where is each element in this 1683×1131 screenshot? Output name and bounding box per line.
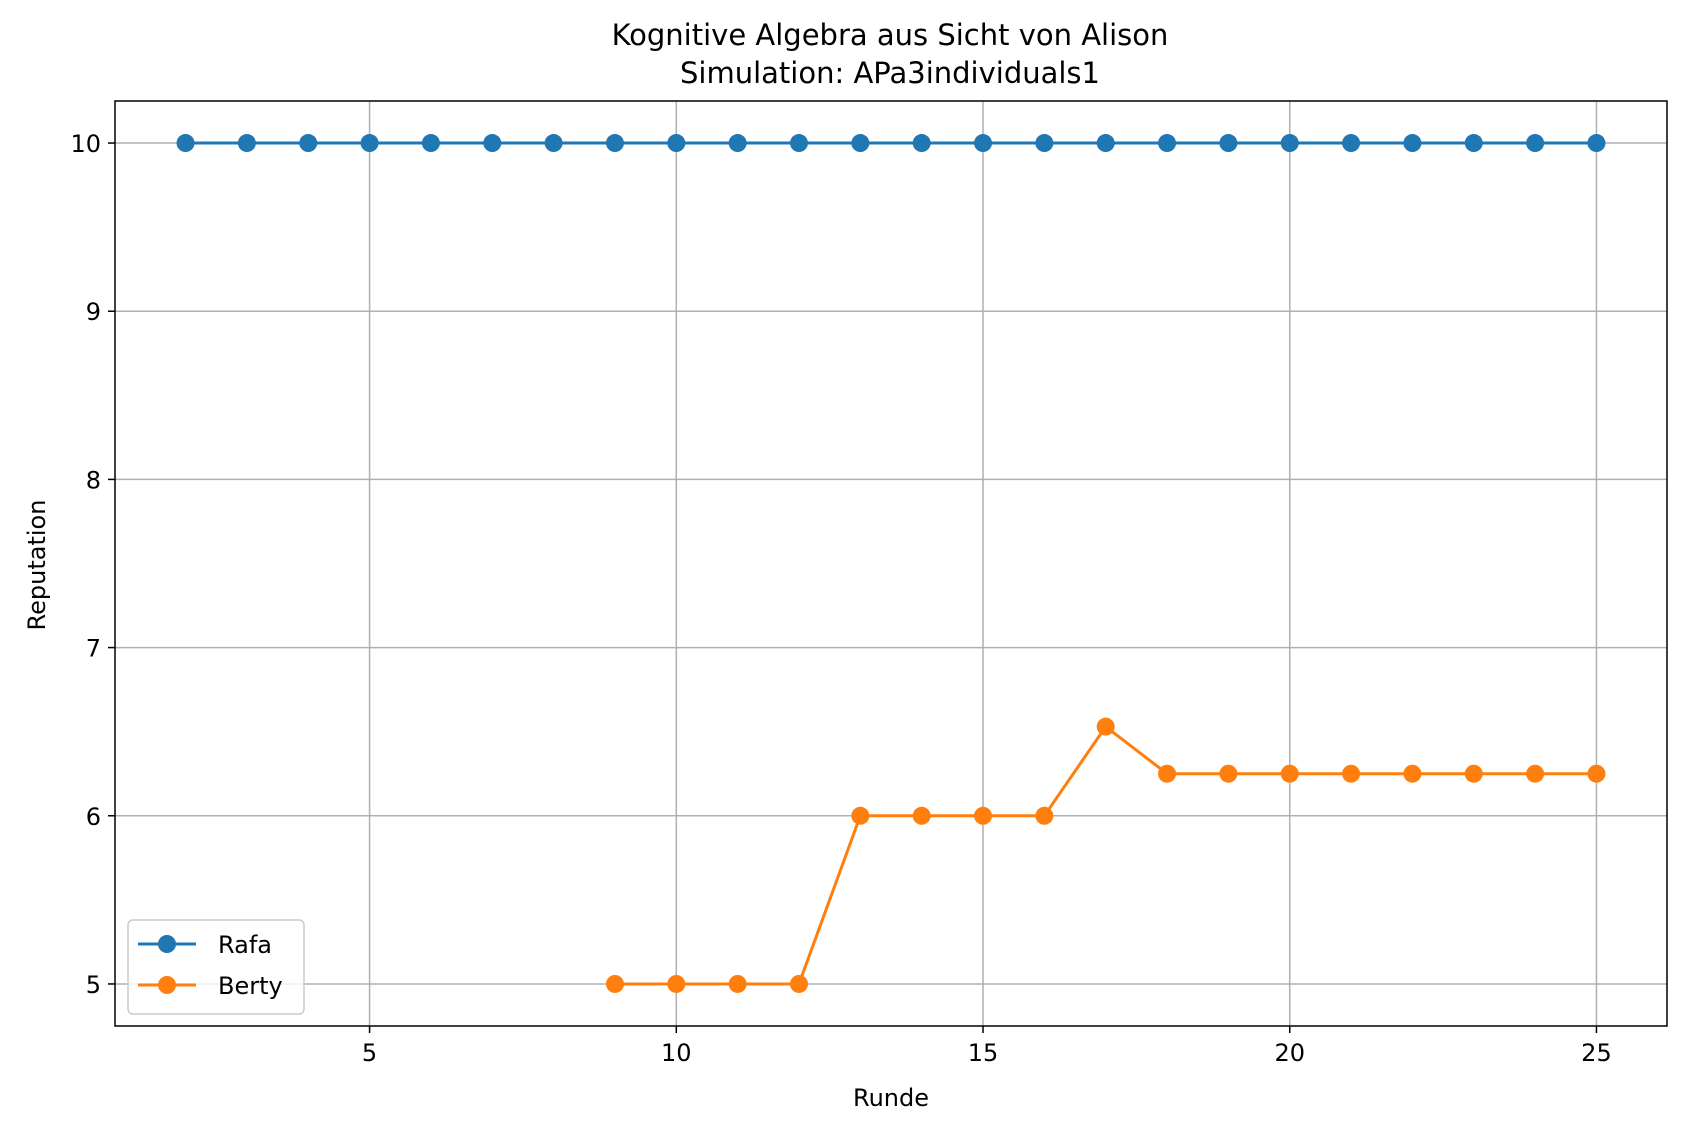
legend-label-rafa: Rafa — [218, 931, 272, 959]
data-point-berty — [605, 974, 624, 993]
y-axis-label: Reputation — [23, 500, 51, 631]
chart-subtitle: Simulation: APa3individuals1 — [680, 56, 1100, 90]
data-point-rafa — [851, 134, 870, 153]
data-point-rafa — [1158, 134, 1177, 153]
data-point-berty — [1280, 764, 1299, 783]
data-point-rafa — [1587, 134, 1606, 153]
x-axis-label: Runde — [853, 1084, 929, 1112]
data-point-berty — [728, 974, 747, 993]
data-point-rafa — [912, 134, 931, 153]
data-point-rafa — [1096, 134, 1115, 153]
data-point-rafa — [789, 134, 808, 153]
data-series — [176, 134, 1606, 993]
data-point-rafa — [1526, 134, 1545, 153]
x-tick-label: 5 — [362, 1039, 377, 1067]
data-point-rafa — [299, 134, 318, 153]
data-point-rafa — [1035, 134, 1054, 153]
data-point-rafa — [974, 134, 993, 153]
data-point-berty — [1096, 717, 1115, 736]
y-tick-label: 7 — [86, 635, 101, 663]
data-point-berty — [851, 806, 870, 825]
legend-label-berty: Berty — [218, 972, 283, 1000]
data-point-berty — [1219, 764, 1238, 783]
legend: Rafa Berty — [127, 919, 305, 1015]
series-berty — [605, 717, 1606, 993]
data-point-berty — [974, 806, 993, 825]
series-rafa — [176, 134, 1606, 153]
x-tick-label: 20 — [1274, 1039, 1305, 1067]
data-point-rafa — [1464, 134, 1483, 153]
data-point-berty — [1158, 764, 1177, 783]
x-tick-label: 25 — [1581, 1039, 1612, 1067]
data-point-berty — [1403, 764, 1422, 783]
data-point-berty — [1526, 764, 1545, 783]
data-point-berty — [789, 974, 808, 993]
data-point-rafa — [360, 134, 379, 153]
data-point-rafa — [421, 134, 440, 153]
data-point-berty — [667, 974, 686, 993]
data-point-berty — [1587, 764, 1606, 783]
data-point-rafa — [605, 134, 624, 153]
y-tick-label: 8 — [86, 466, 101, 494]
data-point-rafa — [1403, 134, 1422, 153]
data-point-berty — [1035, 806, 1054, 825]
data-point-rafa — [1280, 134, 1299, 153]
legend-marker-rafa — [158, 935, 176, 953]
data-point-rafa — [1219, 134, 1238, 153]
axis-ticks: 5 10 15 20 25 5 6 7 8 9 10 — [70, 130, 1611, 1067]
y-tick-label: 5 — [86, 971, 101, 999]
x-tick-label: 15 — [968, 1039, 999, 1067]
data-point-berty — [1464, 764, 1483, 783]
chart-title: Kognitive Algebra aus Sicht von Alison — [612, 18, 1169, 52]
data-point-rafa — [544, 134, 563, 153]
data-point-rafa — [1342, 134, 1361, 153]
data-point-rafa — [728, 134, 747, 153]
data-point-rafa — [667, 134, 686, 153]
data-point-rafa — [176, 134, 195, 153]
data-point-berty — [912, 806, 931, 825]
x-tick-label: 10 — [661, 1039, 692, 1067]
data-point-berty — [1342, 764, 1361, 783]
data-point-rafa — [237, 134, 256, 153]
y-tick-label: 10 — [70, 130, 101, 158]
legend-marker-berty — [158, 976, 176, 994]
y-tick-label: 9 — [86, 298, 101, 326]
data-point-rafa — [483, 134, 502, 153]
y-tick-label: 6 — [86, 803, 101, 831]
plot-frame — [114, 100, 1668, 1027]
